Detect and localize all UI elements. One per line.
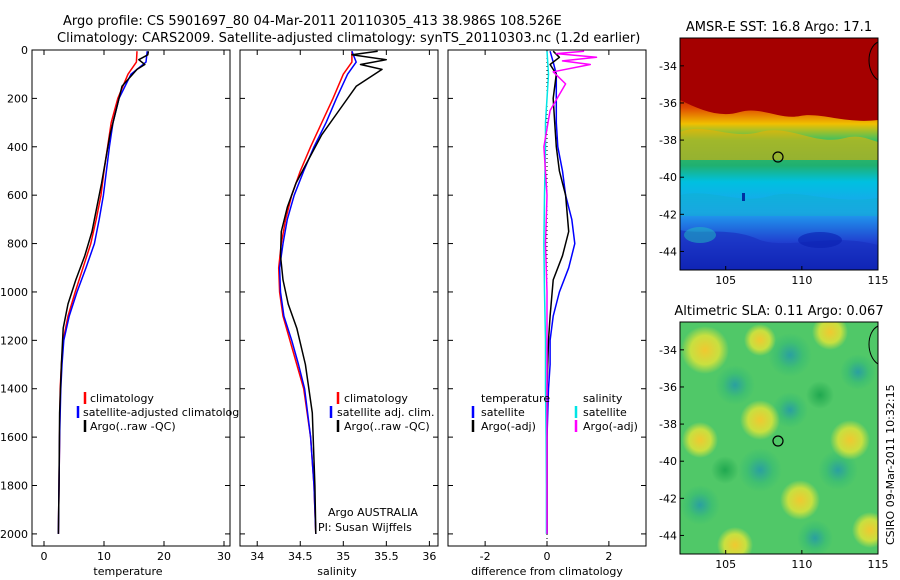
temperature-lines	[57, 51, 150, 534]
lat-tick-label: -36	[659, 97, 677, 110]
annotation-pi: PI: Susan Wijffels	[318, 521, 412, 534]
difference-lines	[543, 50, 598, 546]
series-argo-raw-qc	[57, 51, 150, 534]
legend-satellite-adj-clim: satellite adj. clim.	[337, 406, 434, 419]
lat-tick-label: -44	[659, 529, 677, 542]
sla-argo-marker	[772, 435, 784, 447]
x-tick-label: 0	[544, 550, 551, 563]
legend-sal-satellite: satellite	[583, 406, 627, 419]
lat-tick-label: -38	[659, 134, 677, 147]
annotation-argo-australia: Argo AUSTRALIA	[328, 506, 418, 519]
sla-coast-outline	[868, 325, 879, 365]
depth-axis: 0 200 400 600 800 1000 1200 1400 1600 1800 2000	[0, 44, 230, 541]
x-tick-label: 2	[605, 550, 612, 563]
x-tick-label: 20	[157, 550, 171, 563]
sla-field	[680, 322, 878, 554]
legend-sal-argo: Argo(-adj)	[583, 420, 638, 433]
temperature-panel: 0 200 400 600 800 1000 1200 1400 1600 1800 2000 0 1…	[0, 44, 246, 578]
x-tick-label: 30	[217, 550, 231, 563]
sla-map-ticks: -34 -36 -38 -40 -42 -44 105 110 115	[659, 344, 888, 571]
salinity-depth-ticks	[240, 49, 438, 535]
y-tick-label: 2000	[0, 528, 28, 541]
y-tick-label: 200	[7, 92, 28, 105]
sst-coast-outline	[868, 41, 879, 81]
lon-tick-label: 105	[715, 558, 736, 571]
x-tick-label: 34	[250, 550, 264, 563]
difference-x-axis: -2 0 2	[480, 50, 612, 563]
lat-tick-label: -44	[659, 245, 677, 258]
salinity-lines	[277, 50, 388, 534]
legend-climatology: climatology	[90, 392, 154, 405]
salinity-legend: climatology satellite adj. clim. Argo(..…	[329, 392, 434, 433]
legend-temp-argo: Argo(-adj)	[481, 420, 536, 433]
y-tick-label: 1600	[0, 431, 28, 444]
lon-tick-label: 105	[715, 274, 736, 287]
salinity-x-axis: 34 34.5 35 35.5 36	[250, 50, 436, 563]
legend-heading-temperature: temperature	[481, 392, 550, 405]
temperature-axes-box	[31, 49, 231, 547]
lon-tick-label: 110	[791, 274, 812, 287]
legend-heading-salinity: salinity	[583, 392, 623, 405]
y-tick-label: 600	[7, 189, 28, 202]
lat-tick-label: -40	[659, 455, 677, 468]
temperature-x-axis: 0 10 20 30	[41, 50, 231, 563]
y-tick-label: 1000	[0, 286, 28, 299]
series-salinity-satellite	[543, 51, 550, 534]
y-tick-label: 1400	[0, 383, 28, 396]
x-tick-label: 0	[41, 550, 48, 563]
y-tick-label: 800	[7, 238, 28, 251]
legend-argo: Argo(..raw -QC)	[344, 420, 430, 433]
sst-map-frame	[679, 37, 879, 271]
x-tick-label: 35.5	[374, 550, 399, 563]
y-tick-label: 1800	[0, 480, 28, 493]
difference-depth-ticks	[448, 49, 646, 535]
footer-timestamp: CSIRO 09-Mar-2011 10:32:15	[884, 384, 897, 545]
legend-argo: Argo(..raw -QC)	[90, 420, 176, 433]
x-tick-label: -2	[480, 550, 491, 563]
sla-map-title: Altimetric SLA: 0.11 Argo: 0.067	[674, 304, 883, 319]
x-tick-label: 35	[336, 550, 350, 563]
lat-tick-label: -34	[659, 60, 677, 73]
sla-map-frame	[679, 321, 879, 555]
lat-tick-label: -42	[659, 492, 677, 505]
temperature-legend: climatology satellite-adjusted climatolo…	[76, 392, 246, 433]
legend-climatology: climatology	[344, 392, 408, 405]
x-tick-label: 36	[422, 550, 436, 563]
salinity-panel: 34 34.5 35 35.5 36 salinity climatology sate…	[239, 49, 439, 578]
legend-temp-satellite: satellite	[481, 406, 525, 419]
series-satellite-adj-clim	[278, 50, 357, 534]
temperature-xlabel: temperature	[93, 565, 162, 578]
y-tick-label: 1200	[0, 334, 28, 347]
lat-tick-label: -40	[659, 171, 677, 184]
difference-panel: -2 0 2 difference from climatology tempera…	[447, 49, 647, 578]
sst-map-ticks: -34 -36 -38 -40 -42 -44 105 110 115	[659, 60, 888, 287]
sst-argo-marker	[772, 151, 784, 163]
x-tick-label: 34.5	[288, 550, 313, 563]
y-tick-label: 0	[21, 44, 28, 57]
title-line-1: Argo profile: CS 5901697_80 04-Mar-2011 …	[63, 14, 562, 29]
series-argo-raw-qc	[279, 50, 388, 534]
lat-tick-label: -36	[659, 381, 677, 394]
y-tick-label: 400	[7, 141, 28, 154]
sla-map-panel: Altimetric SLA: 0.11 Argo: 0.067	[659, 304, 888, 571]
lon-tick-label: 115	[868, 274, 889, 287]
salinity-axes-box	[239, 49, 439, 547]
difference-legend: temperature satellite Argo(-adj) salinit…	[471, 392, 638, 433]
lat-tick-label: -42	[659, 208, 677, 221]
lat-tick-label: -38	[659, 418, 677, 431]
difference-xlabel: difference from climatology	[471, 565, 623, 578]
lat-tick-label: -34	[659, 344, 677, 357]
title-line-2: Climatology: CARS2009. Satellite-adjuste…	[57, 31, 640, 46]
lon-tick-label: 110	[791, 558, 812, 571]
sst-field	[680, 38, 878, 270]
sst-map-title: AMSR-E SST: 16.8 Argo: 17.1	[686, 20, 872, 35]
salinity-xlabel: salinity	[317, 565, 357, 578]
lon-tick-label: 115	[868, 558, 889, 571]
legend-satellite-adjusted: satellite-adjusted climatology	[83, 406, 246, 419]
series-salinity-argo-adj	[543, 50, 598, 534]
x-tick-label: 10	[97, 550, 111, 563]
sst-map-panel: AMSR-E SST: 16.8 Argo: 17.1 -34 -36 -38 -40…	[659, 20, 888, 287]
